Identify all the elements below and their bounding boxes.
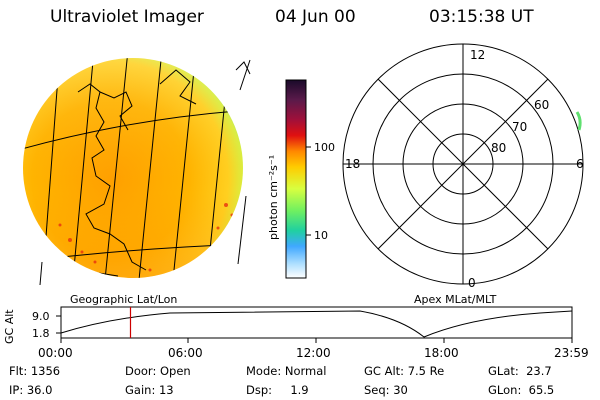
- polar-plot: [342, 43, 584, 285]
- instrument-title: Ultraviolet Imager: [50, 7, 204, 27]
- coastline: [77, 83, 147, 271]
- colorbar: [285, 79, 307, 279]
- gcalt-info: GC Alt: 7.5 Re: [364, 364, 445, 378]
- xtick-1800: 18:00: [424, 346, 459, 360]
- dsp-info: Dsp: 1.9: [246, 383, 309, 397]
- xtick-2359: 23:59: [554, 346, 589, 360]
- altitude-ylabel: GC Alt: [3, 309, 16, 344]
- mlt-6-label: 6: [576, 157, 584, 171]
- mlt-12-label: 12: [470, 48, 485, 62]
- uv-earth-image: [23, 58, 251, 286]
- seq-info: Seq: 30: [364, 383, 408, 397]
- glat-info: GLat: 23.7: [488, 364, 552, 378]
- ip-info: IP: 36.0: [9, 383, 53, 397]
- lat-80-label: 80: [491, 141, 506, 155]
- glon-info: GLon: 65.5: [488, 383, 555, 397]
- right-panel-label: Apex MLat/MLT: [414, 293, 497, 306]
- latitude-line: [23, 109, 243, 151]
- gain-info: Gain: 13: [125, 383, 174, 397]
- door-info: Door: Open: [125, 364, 191, 378]
- left-panel-label: Geographic Lat/Lon: [70, 293, 177, 306]
- colorbar-tick-100: 100: [314, 141, 335, 154]
- xtick-0600: 06:00: [168, 346, 203, 360]
- mode-info: Mode: Normal: [246, 364, 327, 378]
- altitude-ytick-high: 9.0: [32, 310, 50, 323]
- lat-70-label: 70: [512, 120, 527, 134]
- mlt-0-label: 0: [468, 276, 476, 290]
- colorbar-tick-10: 10: [314, 229, 328, 242]
- flt-info: Flt: 1356: [9, 364, 61, 378]
- altitude-curve: [60, 310, 573, 338]
- header-time: 03:15:38 UT: [429, 7, 534, 27]
- altitude-plot: [56, 306, 573, 343]
- colorbar-unit-label: photon cm⁻²s⁻¹: [267, 155, 280, 240]
- xtick-0000: 00:00: [38, 346, 73, 360]
- altitude-ytick-low: 1.8: [32, 327, 50, 340]
- auroral-emission: [575, 111, 582, 131]
- header-date: 04 Jun 00: [275, 7, 356, 27]
- mlt-18-label: 18: [345, 157, 360, 171]
- xtick-1200: 12:00: [296, 346, 331, 360]
- lat-60-label: 60: [534, 98, 549, 112]
